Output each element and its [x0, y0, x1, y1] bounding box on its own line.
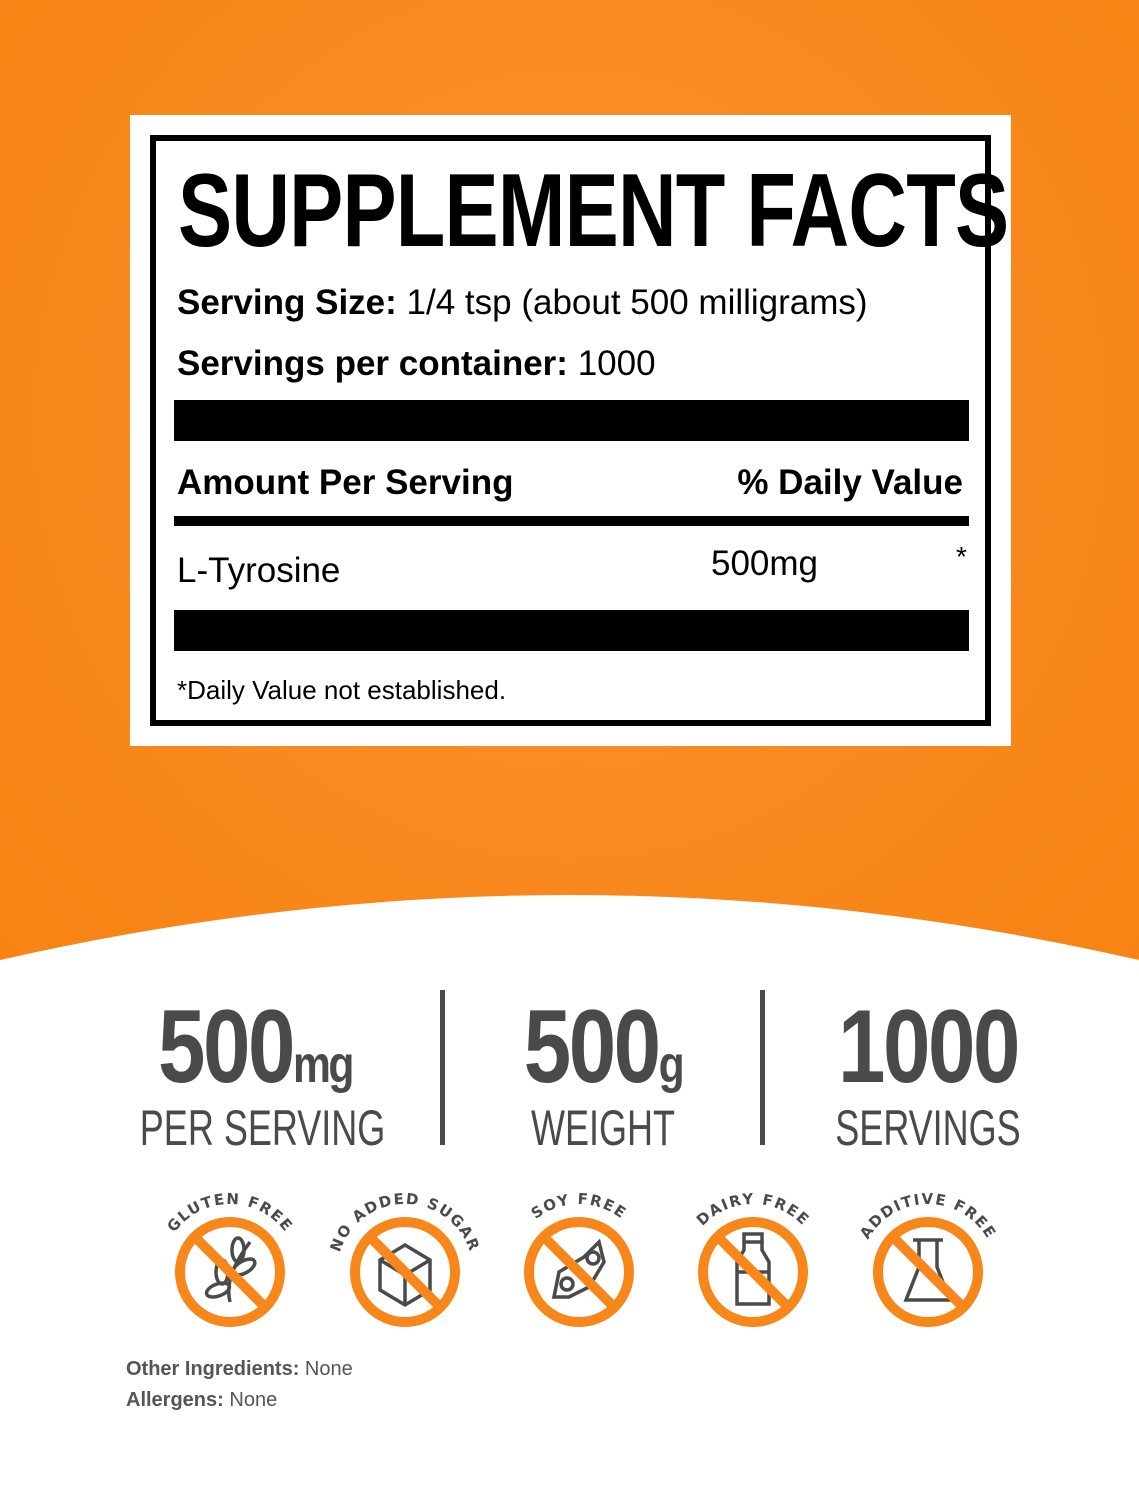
- ingredient-name: L-Tyrosine: [177, 551, 341, 590]
- stat-weight: 500g WEIGHT: [523, 989, 685, 1156]
- prohibition-icon: [698, 1217, 808, 1327]
- prohibition-icon: [350, 1217, 460, 1327]
- stat-servings: 1000 SERVINGS: [835, 989, 1021, 1156]
- ingredient-dv: *: [956, 541, 967, 572]
- serving-size-value: 1/4 tsp (about 500 milligrams): [406, 283, 868, 322]
- badge-row: GLUTEN FREE NO ADDED SUGAR SOY FREE DAIR…: [163, 1190, 1000, 1327]
- ingredient-amount: 500mg: [711, 544, 819, 583]
- allergens: Allergens: None: [126, 1389, 278, 1411]
- prohibition-icon: [175, 1217, 285, 1327]
- prohibition-icon: [873, 1217, 983, 1327]
- thick-divider: [174, 400, 969, 441]
- footnote: *Daily Value not established.: [177, 675, 507, 705]
- dv-header: % Daily Value: [737, 463, 963, 502]
- soybean-icon: [551, 1238, 606, 1299]
- supplement-facts-panel: SUPPLEMENT FACTS Serving Size: 1/4 tsp (…: [150, 135, 1009, 726]
- servings-value: 1000: [577, 344, 656, 383]
- servings-label: Servings per container:: [177, 344, 568, 383]
- stat-divider: [440, 990, 445, 1145]
- stat-divider: [760, 990, 765, 1145]
- prohibition-icon: [524, 1217, 634, 1327]
- panel-title: SUPPLEMENT FACTS: [178, 153, 1009, 269]
- serving-size-label: Serving Size:: [177, 283, 397, 322]
- amount-header: Amount Per Serving: [177, 463, 514, 502]
- badge-label: GLUTEN FREE: [163, 1190, 296, 1236]
- other-ingredients: Other Ingredients: None: [126, 1358, 353, 1380]
- thick-divider: [174, 610, 969, 651]
- badge-label: ADDITIVE FREE: [856, 1190, 1000, 1242]
- stat-per-serving: 500mg PER SERVING: [139, 989, 386, 1156]
- divider: [174, 516, 969, 526]
